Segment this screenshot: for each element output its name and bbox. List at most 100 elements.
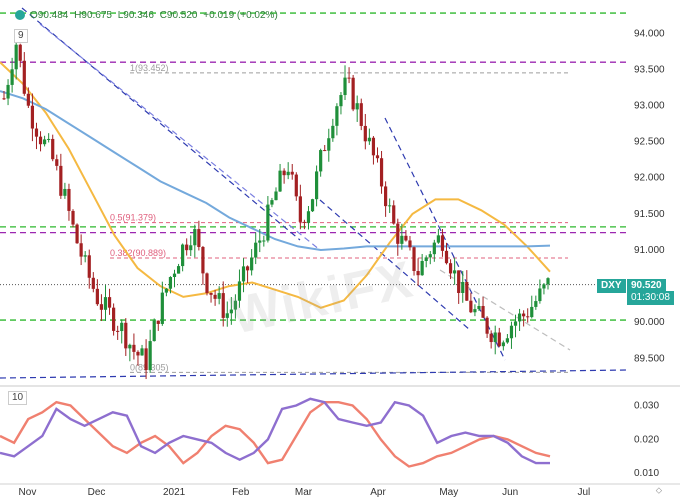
candle-body [424, 257, 428, 261]
candle-body [432, 242, 436, 255]
candle-body [26, 93, 30, 106]
candle-body [59, 165, 63, 196]
candle-body [120, 322, 124, 332]
candle-body [497, 332, 501, 347]
candle-body [209, 292, 213, 295]
candle-body [225, 313, 229, 318]
y-tick-label: 91.000 [634, 245, 665, 256]
candle-body [286, 171, 290, 176]
candle-body [534, 301, 538, 307]
candle-body [388, 205, 392, 207]
candle-body [461, 281, 465, 294]
candle-body [363, 125, 367, 142]
candle-body [294, 174, 298, 197]
candle-body [379, 158, 384, 187]
candle-body [79, 243, 83, 257]
candle-body [2, 98, 6, 100]
price-tag: 90.520 [627, 279, 666, 293]
fib-level-label: 0.382(90.889) [110, 248, 166, 258]
candle-body [193, 229, 197, 246]
candle-body [201, 246, 205, 274]
candle-body [164, 288, 168, 293]
candle-body [298, 196, 302, 222]
y-tick-label: 91.500 [634, 209, 665, 220]
candle-body [217, 293, 221, 299]
candle-body [331, 125, 335, 139]
x-tick-label: Dec [88, 487, 106, 498]
candle-body [95, 288, 99, 305]
candle-body [144, 348, 148, 370]
timezone-icon[interactable]: ⬦ [655, 485, 662, 495]
candle-body [448, 263, 453, 274]
candle-body [152, 320, 156, 342]
candle-body [262, 240, 266, 242]
candle-body [473, 309, 477, 313]
fib-level-label: 0.5(91.379) [110, 213, 156, 223]
candle-body [396, 223, 400, 244]
candle-body [327, 138, 331, 151]
candle-body [197, 229, 201, 247]
sub-y-tick-label: 0.010 [634, 468, 659, 479]
close-value: C90.520 [159, 10, 198, 21]
candle-body [51, 138, 55, 160]
candle-body [107, 297, 112, 308]
countdown-tag: 01:30:08 [627, 291, 674, 305]
candle-body [30, 105, 35, 129]
candle-body [112, 307, 116, 331]
candle-body [469, 300, 473, 313]
sub-y-tick-label: 0.030 [634, 401, 659, 412]
candle-body [229, 309, 233, 314]
main-indicator-label[interactable]: 9 [14, 29, 28, 43]
candle-body [172, 273, 177, 278]
low-value: L90.346 [117, 10, 154, 21]
candle-body [440, 235, 445, 251]
fib-level-label: 1(93.452) [130, 63, 169, 73]
candle-body [213, 294, 217, 299]
x-tick-label: Apr [370, 487, 386, 498]
candle-body [38, 136, 43, 145]
ohlc-readout: O90.484 H90.675 L90.346 C90.520 +0.019 (… [30, 10, 281, 21]
candle-body [34, 128, 39, 137]
trend-line [384, 117, 506, 361]
candle-body [339, 95, 343, 107]
symbol-status-dot [15, 10, 25, 20]
candle-body [55, 159, 59, 166]
y-tick-label: 90.000 [634, 317, 665, 328]
candle-body [420, 260, 424, 276]
candle-body [270, 200, 274, 205]
candle-body [530, 306, 534, 318]
x-tick-label: Nov [19, 487, 37, 498]
candle-body [181, 244, 185, 267]
candle-body [67, 188, 71, 211]
open-value: O90.484 [30, 10, 69, 21]
candle-body [250, 257, 254, 271]
x-tick-label: May [439, 487, 458, 498]
candle-body [156, 320, 160, 324]
y-tick-label: 94.000 [634, 28, 665, 39]
candle-body [148, 341, 152, 370]
indicator-line-salmon [0, 400, 551, 468]
candle-body [91, 277, 95, 289]
candle-body [522, 313, 526, 317]
candle-body [355, 103, 359, 110]
candle-body [10, 69, 14, 85]
candle-body [323, 150, 327, 152]
sub-indicator-label[interactable]: 10 [8, 391, 28, 405]
candle-body [274, 191, 278, 201]
x-tick-label: 2021 [163, 487, 186, 498]
candle-body [489, 333, 493, 343]
change-value: +0.019 (+0.02%) [203, 10, 278, 21]
candle-body [278, 170, 282, 192]
candle-body [42, 139, 47, 145]
candle-body [168, 277, 173, 289]
x-tick-label: Jun [502, 487, 518, 498]
candle-body [116, 330, 120, 332]
candle-body [47, 138, 51, 140]
indicator-pane: 0.030 0.020 0.010 [0, 397, 659, 479]
x-tick-label: Mar [295, 487, 313, 498]
trend-line [21, 7, 301, 241]
candle-body [416, 271, 420, 276]
candle-body [375, 155, 380, 159]
y-tick-label: 93.000 [634, 101, 665, 112]
candle-body [314, 171, 319, 200]
